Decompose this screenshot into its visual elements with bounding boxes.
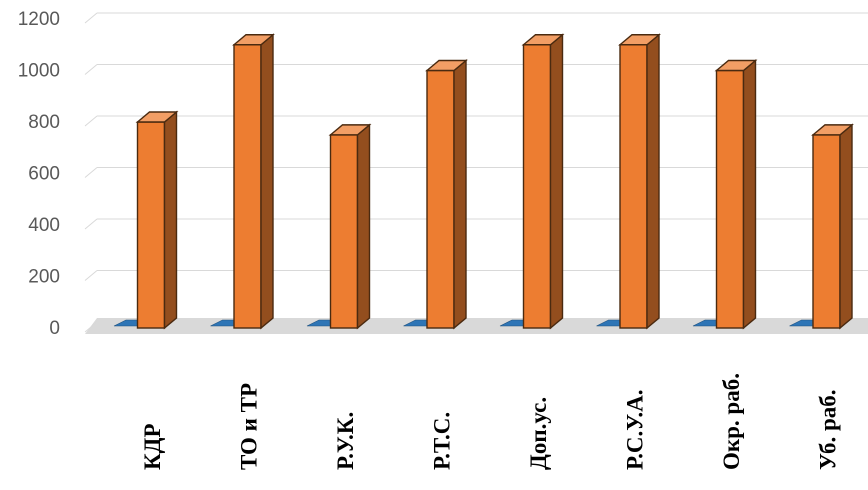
bar-front [715, 69, 745, 329]
bar-front [136, 121, 166, 329]
x-tick-label: Р.Т.С. [430, 412, 455, 470]
gridline-diagonal [84, 64, 98, 75]
y-tick-label: 400 [28, 215, 60, 236]
bar-top [521, 34, 565, 46]
y-tick-label: 800 [28, 112, 60, 133]
x-tick-label: Уб. раб. [816, 389, 841, 470]
bar-top [811, 124, 854, 136]
x-tick-label: Р.У.К. [333, 412, 358, 470]
y-axis-ticks: 0 200 400 600 800 1000 1200 [18, 9, 60, 339]
y-tick-label: 200 [28, 267, 60, 288]
bar-front [233, 44, 262, 329]
bar-side [549, 33, 564, 330]
bar-side [453, 59, 467, 330]
y-tick-label: 1000 [18, 61, 60, 82]
bar [135, 110, 179, 330]
bar-side [646, 33, 660, 330]
x-tick-label: Окр. раб. [719, 373, 744, 470]
gridline-diagonal [84, 12, 98, 24]
bar-front [812, 134, 841, 329]
bar-front [329, 134, 359, 329]
gridline-diagonal [84, 218, 98, 230]
gridline-diagonal [84, 321, 98, 333]
bar-front [426, 69, 455, 329]
y-tick-label: 0 [49, 318, 60, 339]
bar-side [839, 123, 853, 330]
series-bars [135, 33, 854, 330]
bar-front [619, 44, 648, 329]
gridline-diagonal [84, 115, 98, 127]
bar [618, 33, 661, 330]
bar [232, 33, 275, 330]
bar-top [232, 34, 275, 46]
gridline-diagonal [84, 270, 98, 281]
bar-top [425, 59, 468, 72]
y-tick-label: 600 [28, 164, 60, 185]
x-tick-label: Р.С.У.А. [623, 389, 648, 470]
bar [811, 123, 854, 330]
y-tick-label: 1200 [18, 9, 60, 30]
x-tick-label: КДР [140, 423, 165, 470]
bar-top [618, 34, 661, 46]
bar-top [714, 59, 758, 72]
bar-side [356, 123, 371, 330]
bar [714, 59, 758, 330]
bar [425, 59, 468, 330]
bar-side [260, 33, 274, 330]
bar [328, 123, 372, 330]
bar-top [135, 111, 179, 123]
x-tick-label: ТО и ТР [237, 383, 262, 470]
x-tick-label: Доп.ус. [526, 397, 551, 470]
gridline-diagonal [84, 167, 98, 178]
bar-top [328, 124, 372, 136]
bar-side [742, 59, 757, 330]
bar-side [163, 110, 178, 330]
x-axis-ticks: КДР ТО и ТР Р.У.К. Р.Т.С. Доп.ус. Р.С.У.А. Окр… [140, 373, 841, 470]
bar-front [522, 44, 552, 329]
bar [521, 33, 565, 330]
